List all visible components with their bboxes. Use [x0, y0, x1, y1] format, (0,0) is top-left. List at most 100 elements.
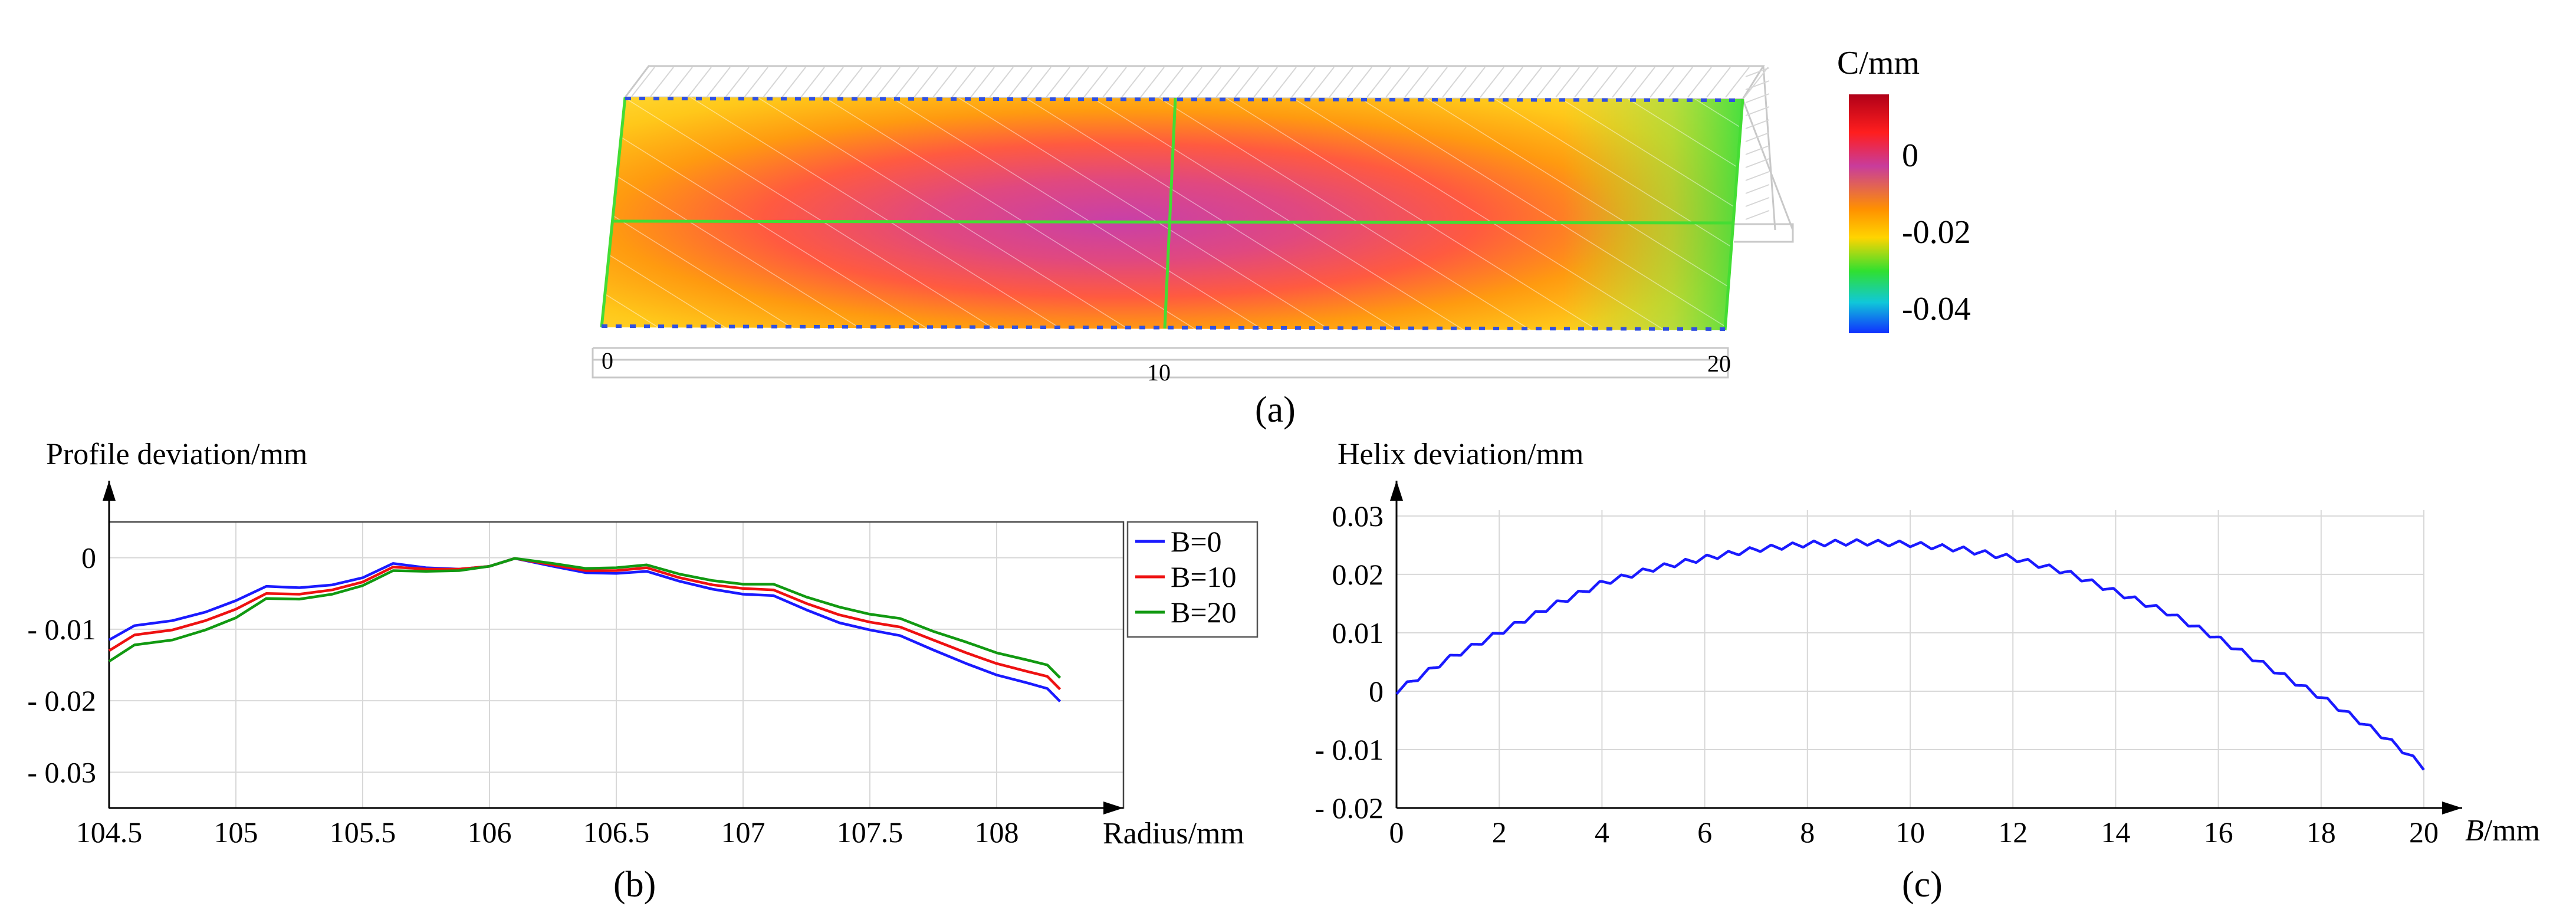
- wireframe-hatch-line: [1064, 67, 1089, 98]
- colorbar: C/mm 0 -0.02 -0.04: [1837, 45, 1971, 333]
- wireframe-hatch-line: [932, 67, 957, 98]
- wireframe-hatch-line: [800, 67, 825, 98]
- b-series-line-b-10: [108, 557, 1062, 691]
- chart-b-ytick-labels: 0 - 0.01 - 0.02 - 0.03: [27, 541, 96, 789]
- panel-a-label: (a): [1255, 390, 1296, 430]
- wireframe-hatch-line: [1253, 67, 1278, 98]
- panel-b-profile-chart: Profile deviation/mm 104.5 105 105.5 106 106…: [27, 438, 1259, 905]
- wireframe-hatch-line: [1745, 171, 1770, 181]
- wireframe-hatch-line: [1536, 67, 1561, 98]
- wireframe-hatch-line: [1668, 67, 1693, 98]
- c-xtick-label: 14: [2101, 816, 2130, 849]
- wireframe-hatch-line: [895, 67, 919, 98]
- wireframe-hatch-line: [989, 67, 1014, 98]
- c-xtick-label: 20: [2409, 816, 2439, 849]
- c-xtick-label: 12: [1998, 816, 2028, 849]
- c-ytick-label: 0: [1369, 675, 1384, 708]
- wireframe-hatch-line: [1687, 67, 1712, 98]
- wireframe-hatch-line: [951, 67, 976, 98]
- panel-b-label: (b): [613, 865, 656, 905]
- b-xtick-label: 106: [468, 816, 512, 849]
- chart-c-xlabel-var: B: [2465, 814, 2484, 848]
- wireframe-hatch-line: [1745, 184, 1770, 194]
- c-xtick-label: 4: [1595, 816, 1609, 849]
- wireframe-hatch-line: [1745, 145, 1770, 155]
- b-y-arrow: [103, 481, 116, 501]
- wireframe-hatch-line: [1706, 67, 1731, 98]
- face-tick-0: 0: [602, 347, 613, 374]
- wireframe-hatch-line: [687, 67, 712, 98]
- wireframe-hatch: [630, 67, 1770, 220]
- wireframe-hatch-line: [1650, 67, 1674, 98]
- chart-b-legend: B=0B=10B=20: [1126, 521, 1259, 638]
- wireframe-hatch-line: [857, 67, 882, 98]
- wireframe-hatch-line: [1631, 67, 1655, 98]
- c-ytick-label: - 0.01: [1315, 733, 1384, 766]
- wireframe-hatch-line: [725, 67, 750, 98]
- wireframe-hatch-line: [781, 67, 806, 98]
- wireframe-hatch-line: [970, 67, 995, 98]
- b-legend-label: B=0: [1171, 525, 1222, 558]
- face-tick-10: 10: [1147, 359, 1171, 386]
- chart-b-grid: [109, 522, 1123, 808]
- b-series-line-b-20: [108, 557, 1062, 679]
- wireframe-hatch-line: [1121, 67, 1146, 98]
- panel-c-helix-chart: Helix deviation/mm 0 2 4 6 8 10 12 14 16 18 20 0.0…: [1315, 438, 2540, 905]
- wireframe-hatch-line: [1027, 67, 1052, 98]
- face-tick-20: 20: [1707, 350, 1731, 377]
- b-xtick-label: 107: [721, 816, 765, 849]
- c-series-line-helix: [1395, 538, 2425, 771]
- wireframe-hatch-line: [668, 67, 693, 98]
- wireframe-hatch-line: [1745, 67, 1770, 77]
- wireframe-hatch-line: [1593, 67, 1618, 98]
- wireframe-hatch-line: [1745, 158, 1770, 168]
- wireframe-hatch-line: [1159, 67, 1184, 98]
- wireframe-hatch-line: [1215, 67, 1240, 98]
- wireframe-hatch-line: [1046, 67, 1070, 98]
- wireframe-hatch-line: [1745, 132, 1770, 142]
- c-ytick-label: 0.03: [1332, 500, 1384, 533]
- b-ytick-label: - 0.01: [27, 613, 96, 646]
- wireframe-hatch-line: [1385, 67, 1410, 98]
- chart-c-grid: [1396, 510, 2424, 809]
- chart-b-xtick-labels: 104.5 105 105.5 106 106.5 107 107.5 108: [76, 816, 1019, 849]
- chart-b-axes: [103, 481, 1125, 814]
- c-xtick-label: 2: [1492, 816, 1507, 849]
- b-xtick-label: 106.5: [583, 816, 650, 849]
- wireframe-hatch-line: [1725, 67, 1750, 98]
- wireframe-hatch-line: [1745, 197, 1770, 207]
- b-xtick-label: 104.5: [76, 816, 143, 849]
- wireframe-hatch-line: [1329, 67, 1353, 98]
- wireframe-box: [592, 65, 1794, 379]
- chart-c-series: [1395, 538, 2425, 771]
- wireframe-hatch-line: [1745, 93, 1770, 103]
- wireframe-hatch-line: [1291, 67, 1316, 98]
- wireframe-hatch-line: [1348, 67, 1372, 98]
- panel-a-3d-surface: 0 10 20 C/mm 0 -0.02 -0.04 (a): [592, 45, 1971, 430]
- c-ytick-label: 0.01: [1332, 616, 1384, 649]
- wireframe-hatch-line: [1272, 67, 1297, 98]
- b-ytick-label: 0: [81, 541, 96, 574]
- chart-b-xlabel: Radius/mm: [1103, 817, 1244, 850]
- colorbar-gradient: [1849, 94, 1889, 333]
- deviation-surface: [602, 97, 1743, 330]
- colorbar-tick-0: 0: [1902, 137, 1918, 174]
- mesh-lines: [600, 97, 1744, 331]
- wireframe-hatch-line: [1499, 67, 1523, 98]
- wireframe-hatch-line: [1745, 106, 1770, 116]
- wireframe-hatch-line: [744, 67, 768, 98]
- chart-c-ytick-labels: 0.03 0.02 0.01 0 - 0.01 - 0.02: [1315, 500, 1384, 825]
- chart-c-title: Helix deviation/mm: [1338, 438, 1583, 471]
- wireframe-hatch-line: [763, 67, 787, 98]
- wireframe-hatch-line: [1197, 67, 1221, 98]
- c-xtick-label: 8: [1800, 816, 1815, 849]
- chart-c-xtick-labels: 0 2 4 6 8 10 12 14 16 18 20: [1389, 816, 2439, 849]
- wireframe-hatch-line: [1612, 67, 1637, 98]
- wireframe-hatch-line: [1574, 67, 1599, 98]
- wireframe-hatch-line: [1461, 67, 1486, 98]
- wireframe-hatch-line: [1404, 67, 1429, 98]
- chart-b-series: [108, 557, 1062, 702]
- b-legend-label: B=10: [1171, 560, 1237, 593]
- wireframe-hatch-line: [1745, 119, 1770, 129]
